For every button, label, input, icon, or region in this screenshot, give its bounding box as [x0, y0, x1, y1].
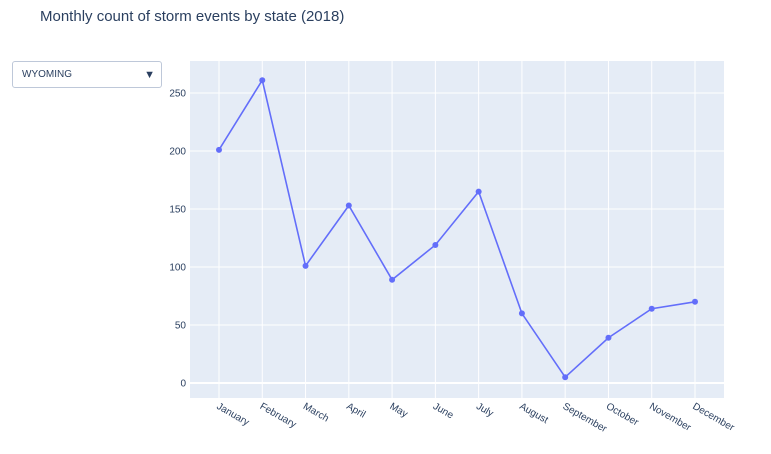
- y-tick-label: 100: [169, 263, 186, 274]
- x-tick-label: May: [388, 401, 410, 420]
- y-tick-label: 150: [169, 205, 186, 216]
- x-tick-label: April: [344, 401, 367, 421]
- x-tick-label: January: [215, 401, 251, 428]
- y-tick-label: 50: [175, 321, 187, 332]
- series-line: [218, 78, 696, 379]
- y-tick-label: 250: [169, 89, 186, 100]
- x-tick-label: February: [258, 401, 298, 431]
- x-tick-label: March: [301, 401, 331, 424]
- data-point: [648, 305, 655, 312]
- plot-area: [190, 61, 724, 398]
- data-point: [432, 241, 439, 248]
- y-tick-label: 200: [169, 147, 186, 158]
- data-point: [259, 77, 266, 84]
- data-point: [518, 310, 525, 317]
- x-tick-label: June: [431, 401, 456, 422]
- data-point: [562, 374, 569, 381]
- state-dropdown-value: WYOMING: [22, 69, 72, 80]
- data-point: [605, 334, 612, 341]
- y-tick-label: 0: [180, 379, 186, 390]
- x-tick-label: November: [647, 401, 693, 434]
- data-point: [216, 146, 222, 153]
- chart-title: Monthly count of storm events by state (…: [40, 8, 345, 25]
- data-point: [692, 298, 698, 305]
- x-tick-label: July: [474, 401, 495, 419]
- data-point: [345, 202, 352, 209]
- data-point: [475, 188, 482, 195]
- chevron-down-icon: ▼: [144, 69, 155, 81]
- state-dropdown[interactable]: WYOMING ▼: [12, 61, 162, 88]
- x-tick-label: September: [561, 401, 609, 435]
- data-point: [389, 276, 396, 283]
- x-tick-label: August: [517, 401, 550, 426]
- x-tick-label: December: [691, 401, 737, 434]
- data-point: [302, 262, 309, 269]
- x-tick-label: October: [604, 401, 641, 429]
